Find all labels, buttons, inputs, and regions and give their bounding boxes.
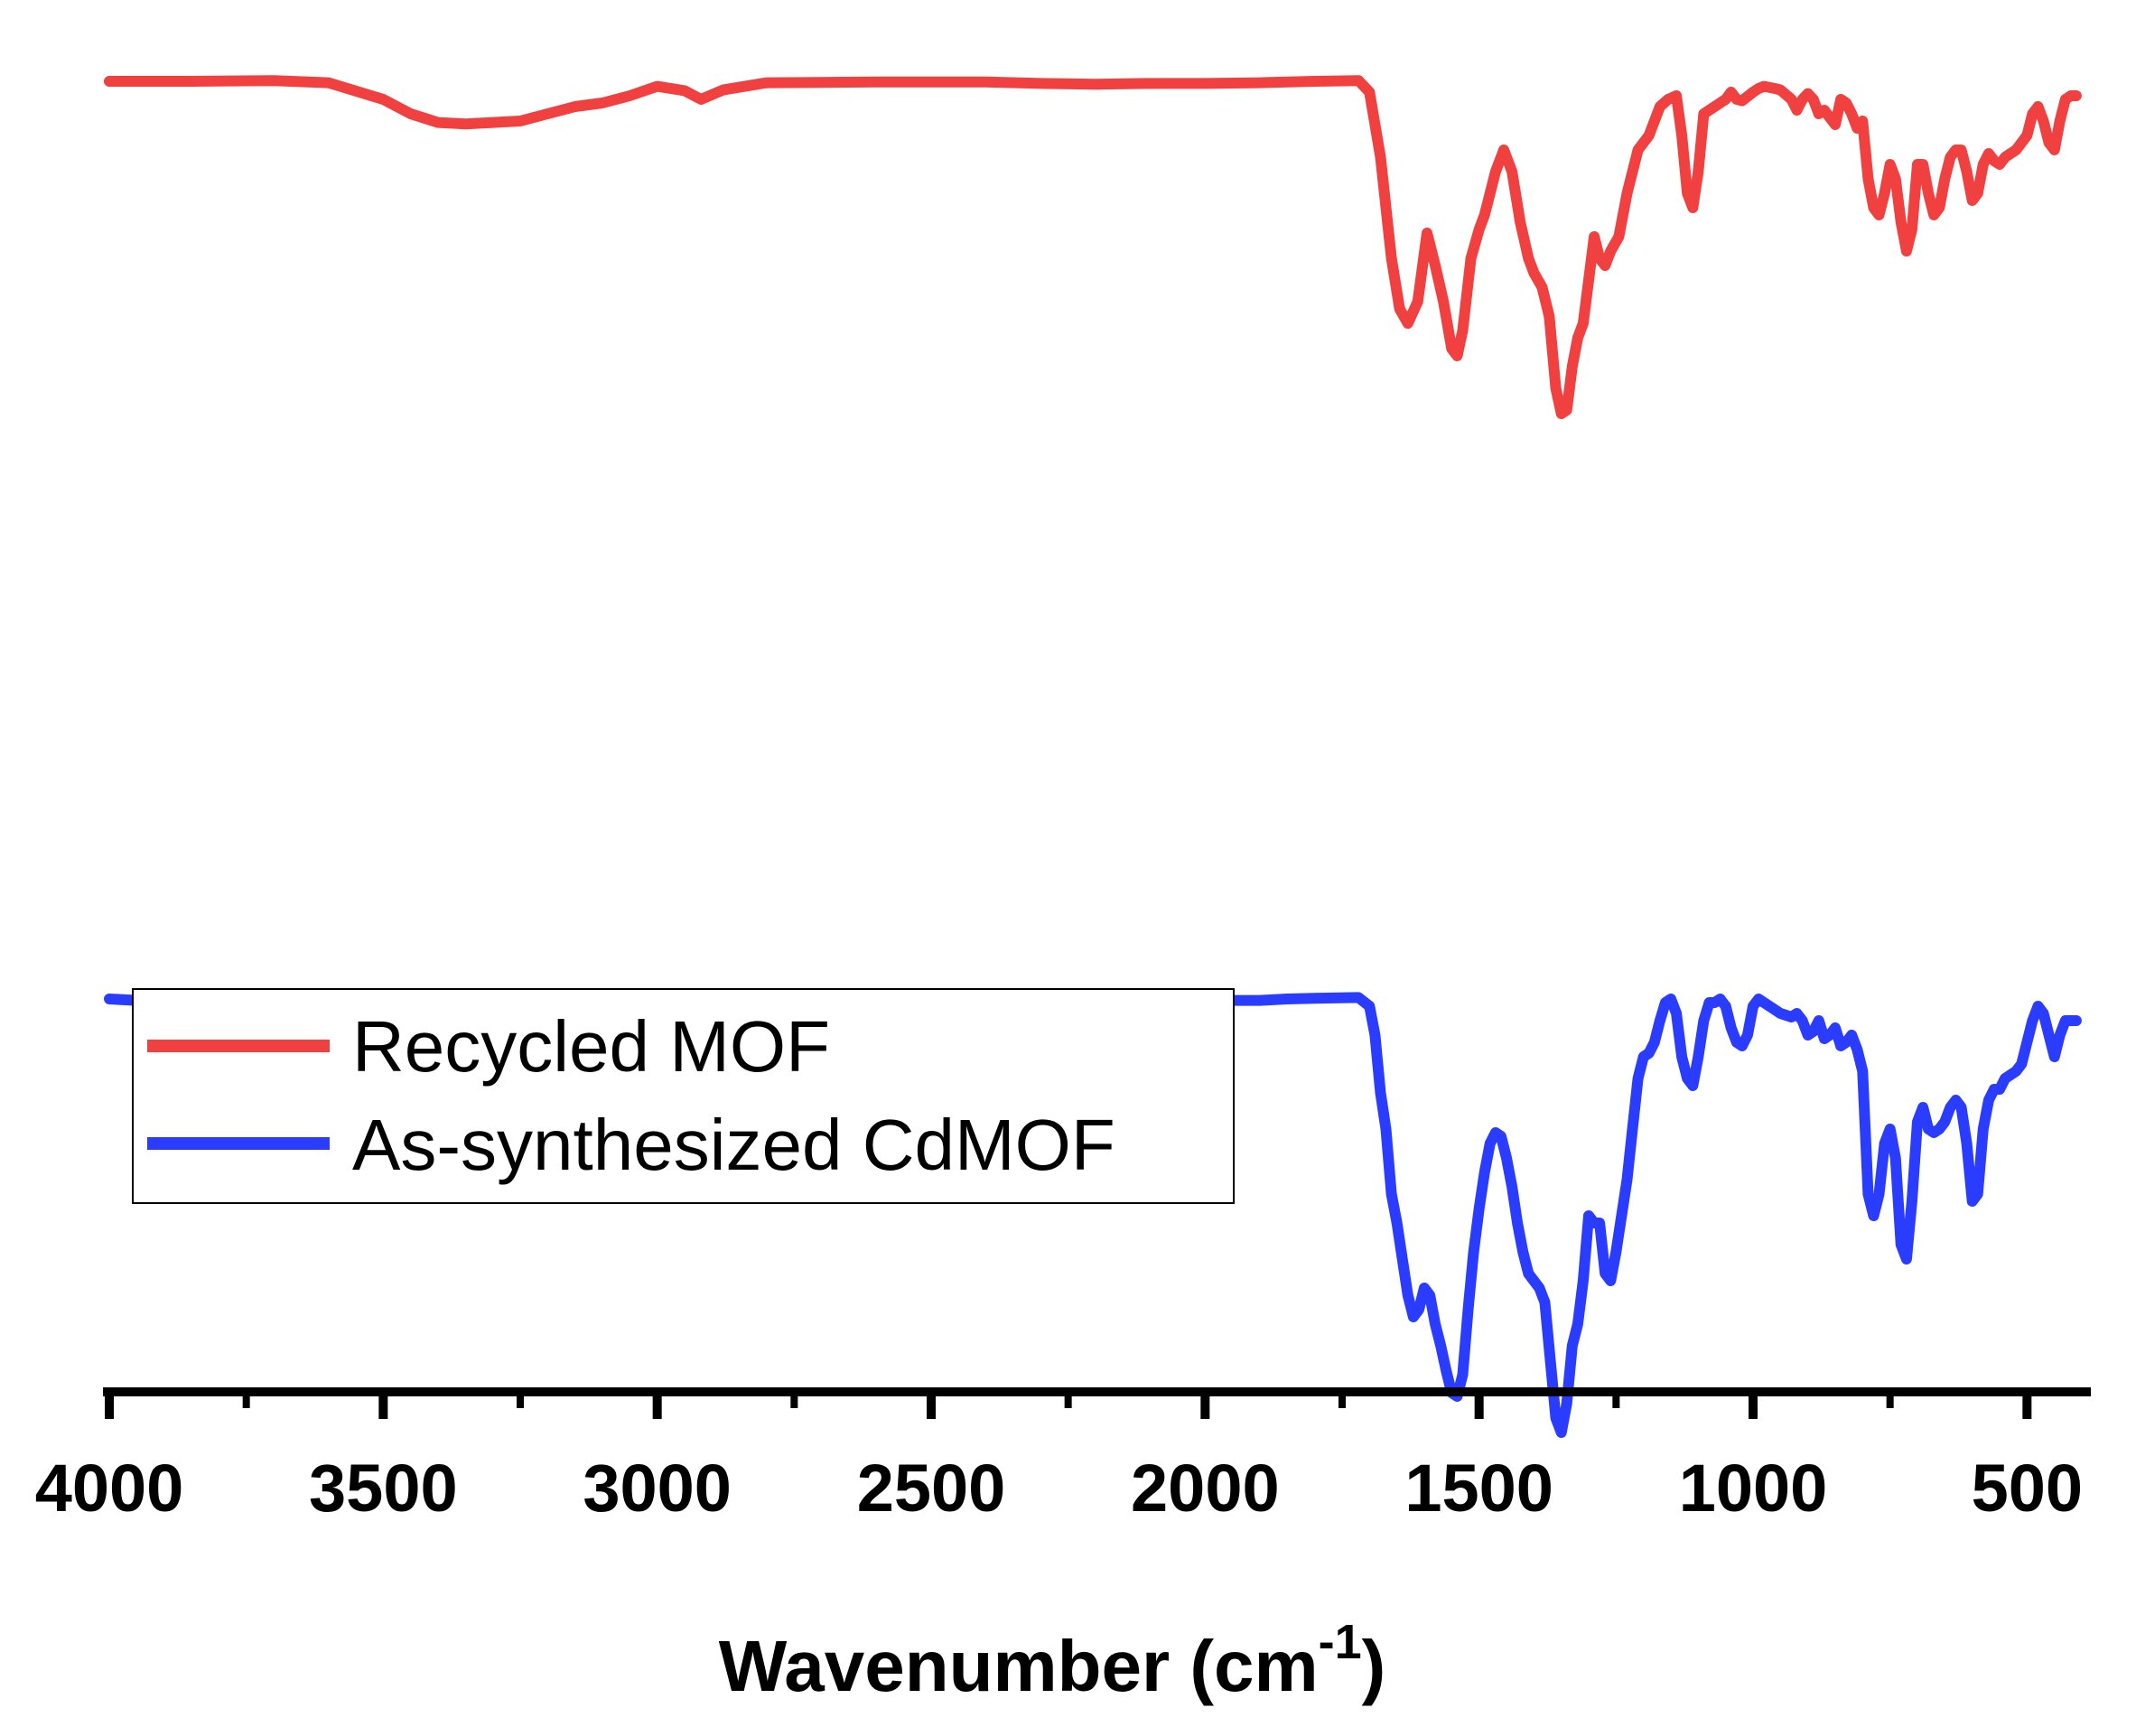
- x-tick-label: 2000: [1131, 1451, 1280, 1526]
- x-axis-title-main: Wavenumber (cm: [719, 1626, 1319, 1706]
- x-axis-title-close: ): [1362, 1626, 1386, 1706]
- x-axis-title: Wavenumber (cm-1): [719, 1615, 1386, 1706]
- series-layer: [104, 75, 2082, 1438]
- legend-label-as-synthesized: As-synthesized CdMOF: [352, 1105, 1115, 1185]
- x-tick-label: 1500: [1404, 1451, 1553, 1526]
- x-tick-label: 2500: [857, 1451, 1006, 1526]
- x-axis-title-sup: -1: [1319, 1615, 1362, 1669]
- legend-box: [132, 988, 1235, 1204]
- x-axis-ticks: 4000 3500 3000 2500 2000 1500 1000 500: [35, 1392, 2083, 1526]
- x-tick-label: 4000: [35, 1451, 184, 1526]
- series-line-0: [104, 75, 2082, 419]
- legend-label-recycled: Recycled MOF: [352, 1006, 830, 1087]
- x-tick-label: 500: [1972, 1451, 2083, 1526]
- x-tick-label: 3000: [583, 1451, 732, 1526]
- x-tick-label: 3500: [309, 1451, 458, 1526]
- x-tick-label: 1000: [1679, 1451, 1828, 1526]
- legend: Recycled MOF As-synthesized CdMOF: [132, 988, 1235, 1204]
